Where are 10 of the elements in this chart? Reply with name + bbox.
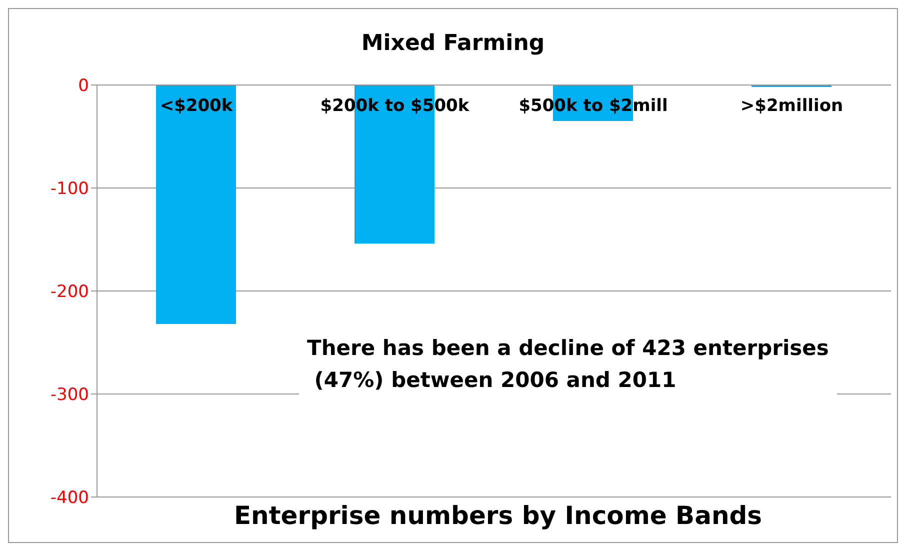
chart-title: Mixed Farming: [360, 31, 546, 56]
y-tick-label: -400: [50, 488, 89, 508]
x-tick-label: <$200k: [160, 96, 234, 116]
y-tick-label: -300: [50, 385, 89, 406]
x-axis-title: Enterprise numbers by Income Bands: [232, 501, 764, 530]
y-tick-label: -100: [50, 179, 89, 200]
annotation: There has been a decline of 423 enterprises (47%) between 2006 and 2011: [299, 327, 837, 402]
y-tick-label: -200: [50, 282, 89, 302]
x-tick-label: >$2million: [740, 96, 844, 116]
y-tick-label: 0: [78, 76, 89, 96]
